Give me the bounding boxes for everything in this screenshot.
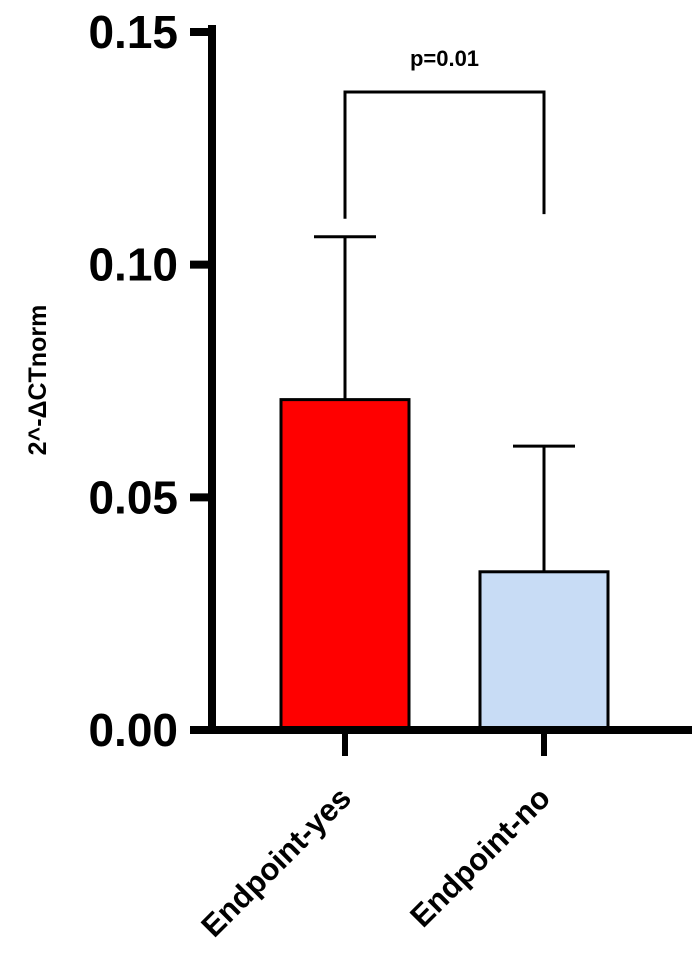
y-ticks-layer: 0.00 0.05 0.10 0.15 — [88, 6, 212, 756]
error-bars-layer — [314, 235, 575, 572]
significance-bracket — [343, 90, 546, 219]
y-tick-label: 0.15 — [88, 6, 178, 58]
bar-endpoint-no — [478, 570, 610, 732]
bar-endpoint-yes — [279, 398, 411, 732]
y-tick-label: 0.00 — [88, 704, 178, 756]
category-label: Endpoint-yes — [194, 780, 358, 944]
category-label: Endpoint-no — [403, 780, 557, 934]
x-ticks-layer: Endpoint-yes Endpoint-no — [194, 730, 557, 944]
axes-layer — [208, 25, 692, 734]
y-tick-label: 0.05 — [88, 471, 178, 523]
y-tick-label: 0.10 — [88, 239, 178, 291]
significance-annotation: p=0.01 — [343, 46, 546, 219]
p-value-label: p=0.01 — [410, 46, 479, 71]
y-axis-label: 2^-ΔCTnorm — [24, 305, 52, 456]
bars-layer — [279, 398, 610, 732]
